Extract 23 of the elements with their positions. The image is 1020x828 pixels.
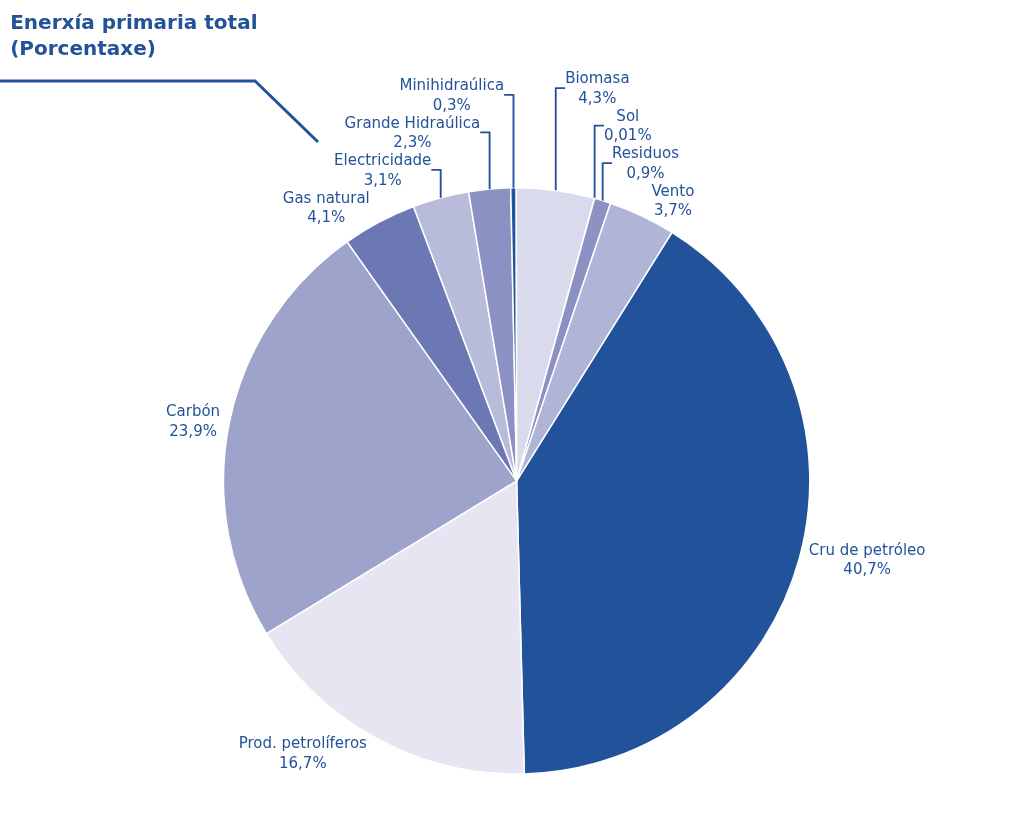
data-label: 3,7% — [653, 201, 692, 220]
data-label: 0,9% — [626, 163, 665, 182]
slice-label: Grande Hidraúlica — [344, 113, 481, 132]
data-label: 0,3% — [432, 95, 471, 114]
slice-label: Residuos — [612, 144, 680, 163]
slice-label: Sol — [616, 106, 640, 125]
data-label: 3,1% — [363, 170, 402, 189]
slice-label: Carbón — [166, 402, 221, 421]
data-label: 16,7% — [279, 753, 327, 772]
slice-label: Cru de petróleo — [808, 540, 926, 559]
slice-label: Prod. petrolíferos — [238, 734, 368, 753]
data-label: 4,3% — [578, 88, 617, 107]
data-label: 2,3% — [393, 133, 432, 152]
slice-label: Electricidade — [334, 151, 432, 170]
slice-label: Gas natural — [282, 188, 370, 207]
data-label: 4,1% — [307, 208, 346, 227]
slice-label: Biomasa — [565, 69, 630, 88]
slice-label: Minihidraúlica — [399, 76, 505, 95]
data-label: 40,7% — [843, 560, 891, 579]
slice-label: Vento — [651, 181, 695, 200]
data-label: 23,9% — [169, 421, 217, 440]
chart-title: Enerxía primaria total (Porcentaxe) — [10, 9, 258, 60]
data-label: 0,01% — [603, 126, 652, 145]
